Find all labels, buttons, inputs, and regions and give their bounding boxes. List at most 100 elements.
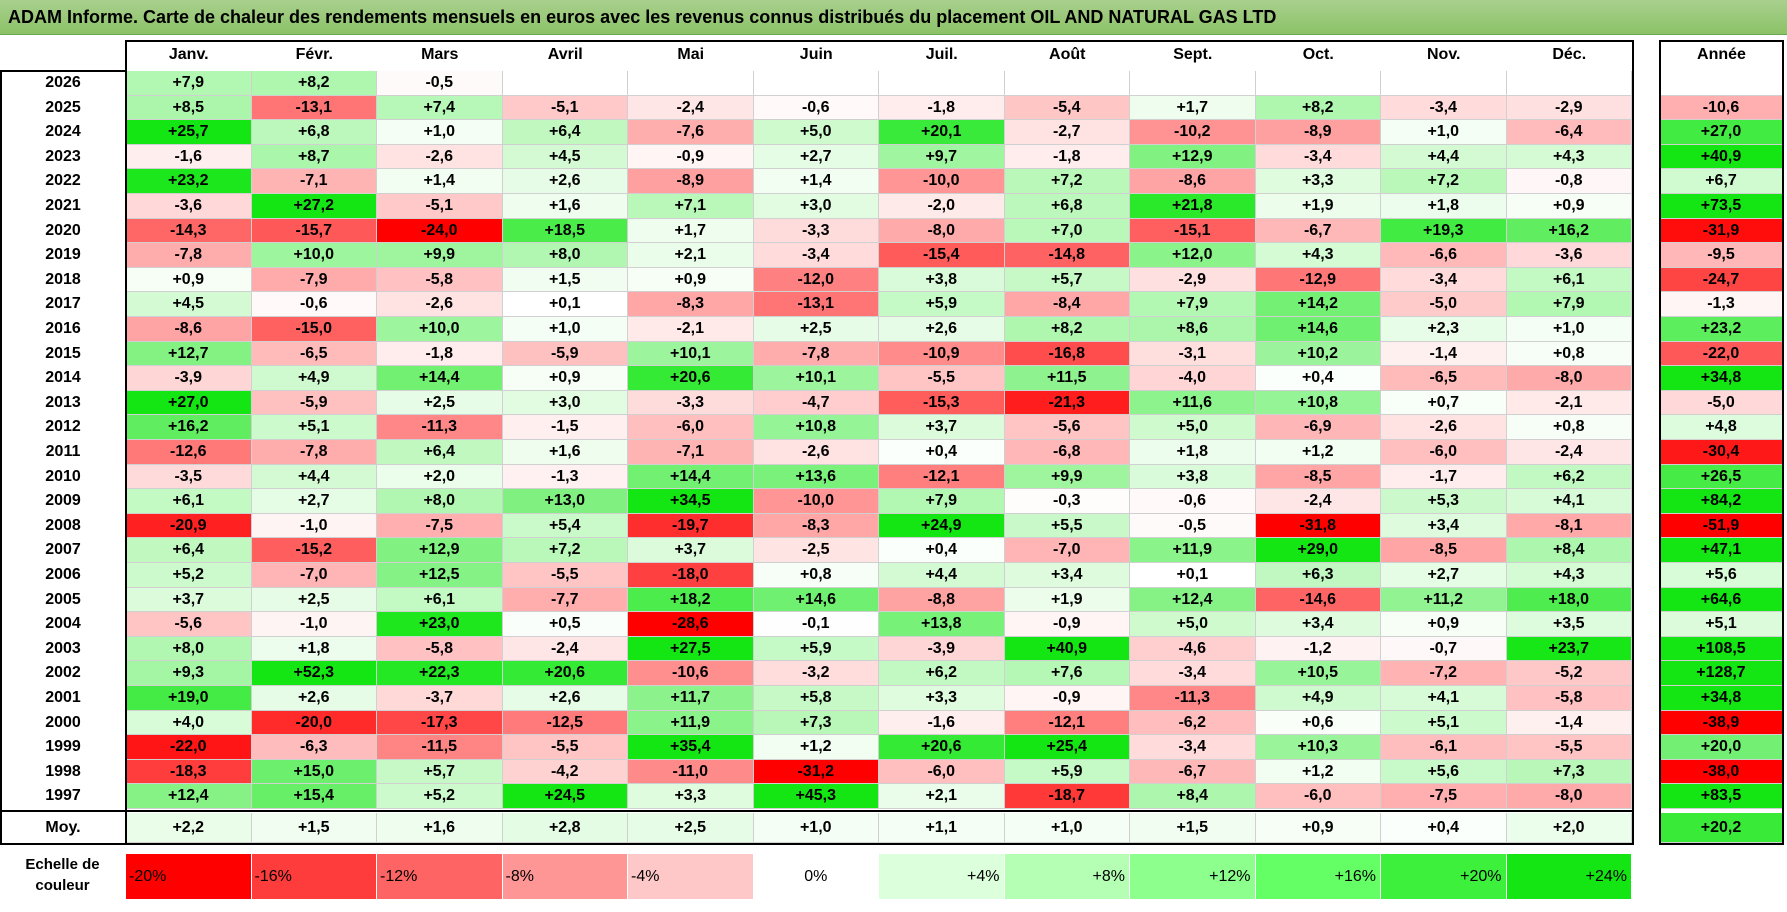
heatmap-cell: +40,9: [1004, 636, 1130, 662]
heatmap-cell: +1,7: [1130, 95, 1256, 121]
heatmap-cell: -5,5: [1506, 735, 1632, 760]
heatmap-cell: +4,0: [126, 710, 252, 736]
heatmap-cell: -4,0: [1130, 366, 1256, 391]
heatmap-cell: -5,4: [1004, 95, 1130, 121]
heatmap-cell: -10,0: [753, 489, 879, 514]
month-header: Août: [1004, 41, 1130, 69]
heatmap-cell: +20,6: [879, 735, 1005, 760]
heatmap-cell: +2,6: [879, 317, 1005, 342]
heatmap-cell: -1,8: [1004, 144, 1130, 170]
heatmap-cell: +5,0: [1130, 612, 1256, 637]
heatmap-cell: +1,9: [1004, 587, 1130, 613]
heatmap-cell: -7,7: [502, 587, 628, 613]
heatmap-cell: +4,4: [879, 563, 1005, 588]
heatmap-cell: +3,4: [1255, 612, 1381, 637]
heatmap-cell: +8,6: [1130, 317, 1256, 342]
heatmap-cell: -6,0: [879, 759, 1005, 785]
heatmap-cell: -3,6: [126, 194, 252, 219]
annual-cell: +23,2: [1660, 317, 1783, 342]
annual-cell: -38,0: [1660, 759, 1783, 785]
heatmap-cell: +1,6: [502, 440, 628, 465]
heatmap-cell: +0,9: [502, 366, 628, 391]
annual-cell: -30,4: [1660, 440, 1783, 465]
heatmap-cell: +4,3: [1506, 563, 1632, 588]
heatmap-cell: -3,7: [377, 686, 503, 711]
heatmap-cell: -0,5: [377, 71, 503, 96]
heatmap-cell: +12,4: [126, 784, 252, 809]
heatmap-cell: +16,2: [1506, 218, 1632, 244]
heatmap-cell: +5,4: [502, 513, 628, 539]
heatmap-cell: +34,5: [628, 489, 754, 514]
heatmap-cell: +14,6: [1255, 317, 1381, 342]
heatmap-cell: -3,4: [753, 243, 879, 268]
heatmap-cell: -1,8: [879, 95, 1005, 121]
color-scale-swatch: -12%: [377, 854, 503, 899]
heatmap-cell: +5,0: [753, 120, 879, 145]
heatmap-cell: -24,0: [377, 218, 503, 244]
heatmap-cell: -2,4: [502, 636, 628, 662]
heatmap-cell: +7,1: [628, 194, 754, 219]
heatmap-cell: [1506, 71, 1632, 96]
year-label: 2024: [45, 123, 81, 141]
heatmap-cell: -31,2: [753, 759, 879, 785]
heatmap-cell: +27,2: [251, 194, 377, 219]
heatmap-cell: -12,9: [1255, 267, 1381, 293]
heatmap-cell: -8,3: [628, 292, 754, 317]
heatmap-cell: +3,0: [753, 194, 879, 219]
chart-title: ADAM Informe. Carte de chaleur des rende…: [0, 0, 1787, 35]
heatmap-cell: -16,8: [1004, 341, 1130, 367]
heatmap-cell: +10,1: [628, 341, 754, 367]
heatmap-cell: -0,5: [1130, 513, 1256, 539]
heatmap-cell: -2,1: [1506, 390, 1632, 416]
heatmap-cell: -10,2: [1130, 120, 1256, 145]
heatmap-cell: -0,6: [251, 292, 377, 317]
heatmap-cell: -8,0: [879, 218, 1005, 244]
heatmap-cell: +10,0: [251, 243, 377, 268]
heatmap-cell: -13,1: [251, 95, 377, 121]
heatmap-cell: -1,4: [1381, 341, 1507, 367]
heatmap-cell: -8,4: [1004, 292, 1130, 317]
heatmap-cell: +13,6: [753, 464, 879, 490]
average-cell: +1,0: [753, 813, 879, 843]
heatmap-cell: -0,6: [753, 95, 879, 121]
heatmap-cell: -5,5: [502, 563, 628, 588]
year-label: 2015: [45, 344, 81, 362]
heatmap-cell: -7,5: [1381, 784, 1507, 809]
heatmap-cell: -5,1: [502, 95, 628, 121]
heatmap-cell: -0,1: [753, 612, 879, 637]
heatmap-cell: -18,0: [628, 563, 754, 588]
heatmap-cell: -1,8: [377, 341, 503, 367]
heatmap-cell: -3,4: [1130, 735, 1256, 760]
heatmap-cell: -8,3: [753, 513, 879, 539]
heatmap-cell: -2,9: [1130, 267, 1256, 293]
annual-cell: -5,0: [1660, 390, 1783, 416]
heatmap-cell: +10,8: [1255, 390, 1381, 416]
heatmap-cell: -0,6: [1130, 489, 1256, 514]
heatmap-cell: +14,4: [377, 366, 503, 391]
heatmap-cell: +8,2: [1004, 317, 1130, 342]
heatmap-cell: -14,6: [1255, 587, 1381, 613]
heatmap-cell: -11,5: [377, 735, 503, 760]
heatmap-cell: -6,0: [628, 415, 754, 440]
heatmap-cell: -17,3: [377, 710, 503, 736]
heatmap-cell: +0,9: [628, 267, 754, 293]
heatmap-cell: -6,8: [1004, 440, 1130, 465]
heatmap-cell: [628, 71, 754, 96]
heatmap-cell: +0,7: [1381, 390, 1507, 416]
heatmap-cell: +6,1: [126, 489, 252, 514]
heatmap-cell: -18,7: [1004, 784, 1130, 809]
year-label: 2006: [45, 566, 81, 583]
heatmap-cell: -6,7: [1255, 218, 1381, 244]
heatmap-cell: +11,2: [1381, 587, 1507, 613]
heatmap-cell: -12,1: [879, 464, 1005, 490]
heatmap-cell: +1,5: [502, 267, 628, 293]
heatmap-cell: +13,0: [502, 489, 628, 514]
heatmap-cell: -0,8: [1506, 169, 1632, 194]
heatmap-cell: +0,6: [1255, 710, 1381, 736]
heatmap-cell: +16,2: [126, 415, 252, 440]
heatmap-cell: -12,1: [1004, 710, 1130, 736]
heatmap-cell: +3,7: [126, 587, 252, 613]
heatmap-cell: +0,4: [1255, 366, 1381, 391]
color-scale-swatch: -20%: [126, 854, 252, 899]
heatmap-cell: +7,9: [1130, 292, 1256, 317]
